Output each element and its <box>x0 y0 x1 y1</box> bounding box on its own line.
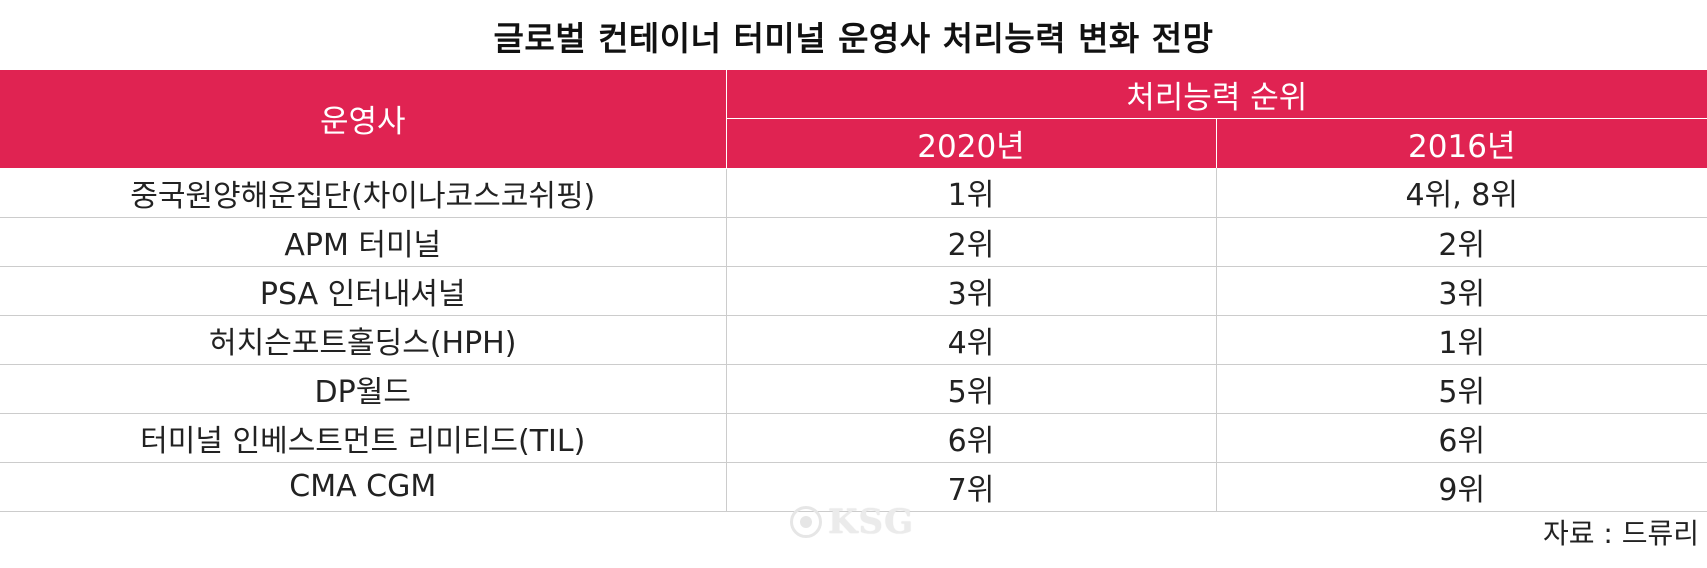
rank-2020-cell: 4위 <box>726 315 1217 365</box>
operator-cell: DP월드 <box>0 364 727 414</box>
operator-cell: 중국원양해운집단(차이나코스코쉬핑) <box>0 168 727 218</box>
table-row: 터미널 인베스트먼트 리미티드(TIL) 6위 6위 <box>0 413 1707 463</box>
operator-cell: PSA 인터내셔널 <box>0 266 727 316</box>
seal-icon <box>790 506 822 538</box>
table-row: CMA CGM 7위 9위 <box>0 462 1707 512</box>
rank-2020-cell: 5위 <box>726 364 1217 414</box>
rank-2020-cell: 2위 <box>726 217 1217 267</box>
watermark-text: KSG <box>828 502 915 542</box>
header-year-2020: 2020년 <box>726 118 1217 168</box>
rank-2016-cell: 6위 <box>1216 413 1707 463</box>
rank-2020-cell: 1위 <box>726 168 1217 218</box>
rank-2016-cell: 4위, 8위 <box>1216 168 1707 218</box>
operator-cell: 터미널 인베스트먼트 리미티드(TIL) <box>0 413 727 463</box>
header-operator: 운영사 <box>0 70 727 169</box>
rank-2020-cell: 3위 <box>726 266 1217 316</box>
rank-2016-cell: 9위 <box>1216 462 1707 512</box>
page-title: 글로벌 컨테이너 터미널 운영사 처리능력 변화 전망 <box>493 19 1214 58</box>
table-row: 중국원양해운집단(차이나코스코쉬핑) 1위 4위, 8위 <box>0 168 1707 218</box>
operator-cell: APM 터미널 <box>0 217 727 267</box>
rank-2020-cell: 6위 <box>726 413 1217 463</box>
ranking-table: 운영사 처리능력 순위 2020년 2016년 중국원양해운집단(차이나코스코쉬… <box>0 70 1707 512</box>
rank-2020-cell: 7위 <box>726 462 1217 512</box>
rank-2016-cell: 2위 <box>1216 217 1707 267</box>
table-row: APM 터미널 2위 2위 <box>0 217 1707 267</box>
header-rank-group: 처리능력 순위 <box>726 70 1707 119</box>
table-row: 허치슨포트홀딩스(HPH) 4위 1위 <box>0 315 1707 365</box>
rank-2016-cell: 3위 <box>1216 266 1707 316</box>
table-row: PSA 인터내셔널 3위 3위 <box>0 266 1707 316</box>
operator-cell: 허치슨포트홀딩스(HPH) <box>0 315 727 365</box>
rank-2016-cell: 1위 <box>1216 315 1707 365</box>
operator-cell: CMA CGM <box>0 462 727 512</box>
watermark-logo: KSG <box>790 502 914 542</box>
source-note: 자료 : 드류리 <box>1542 517 1699 550</box>
header-year-2016: 2016년 <box>1216 118 1707 168</box>
rank-2016-cell: 5위 <box>1216 364 1707 414</box>
table-row: DP월드 5위 5위 <box>0 364 1707 414</box>
